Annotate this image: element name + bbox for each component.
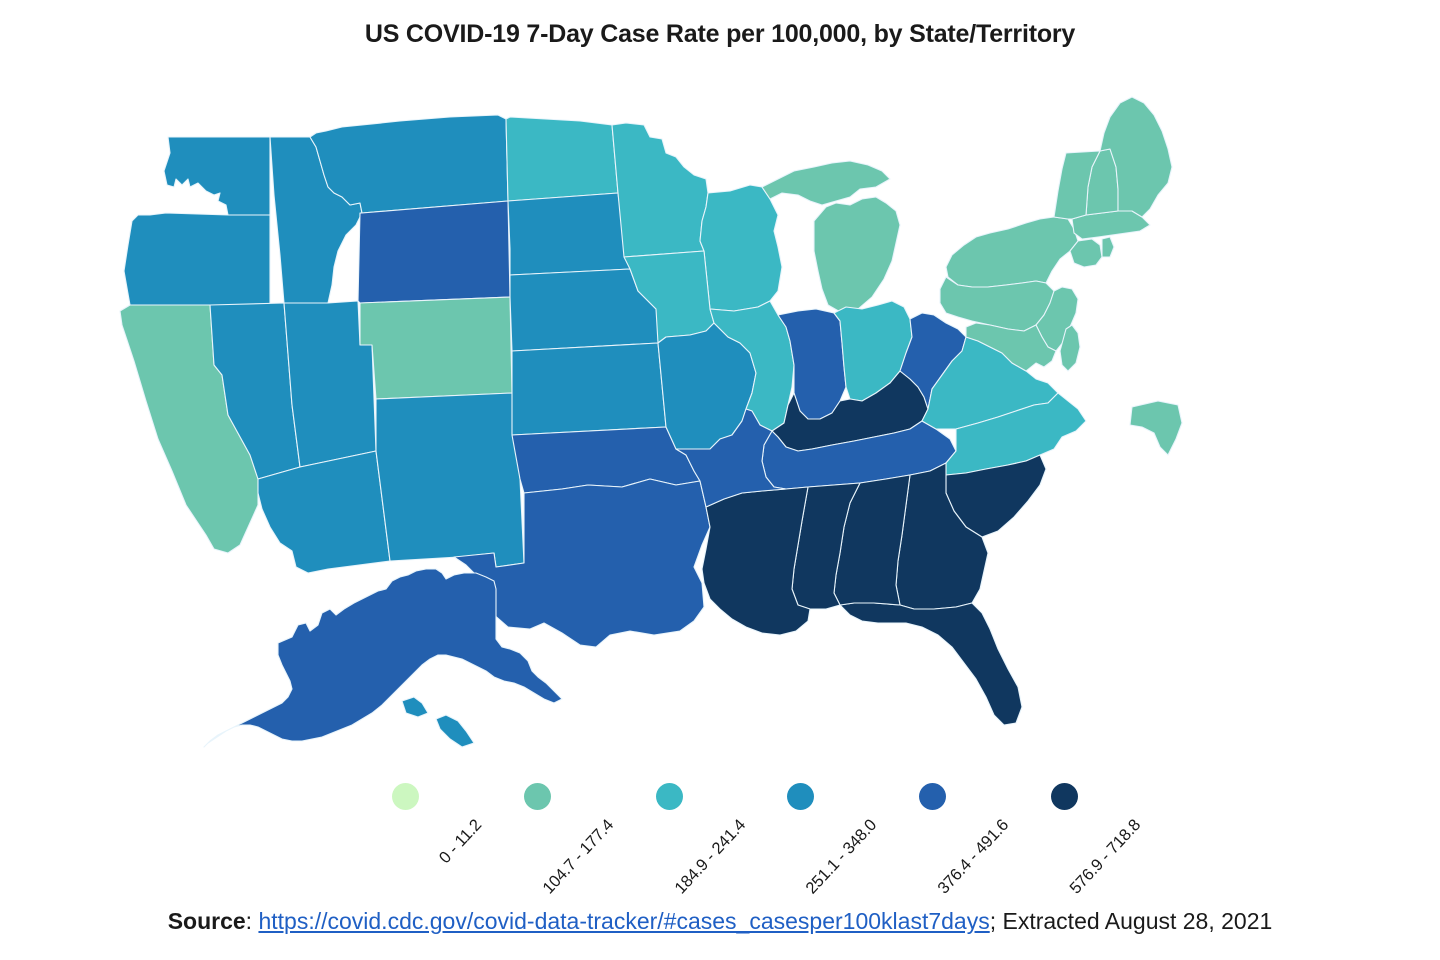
state-LA[interactable] (701, 486, 811, 636)
state-PR[interactable] (1129, 400, 1183, 456)
legend-swatch-3 (787, 783, 814, 810)
source-suffix: ; Extracted August 28, 2021 (989, 908, 1273, 934)
state-SD[interactable] (507, 192, 631, 276)
map-svg (119, 96, 1183, 748)
source-caption: Source: https://covid.cdc.gov/covid-data… (0, 908, 1440, 935)
state-CO[interactable] (359, 296, 513, 400)
state-MI[interactable] (761, 160, 901, 314)
legend: 0 - 11.2 104.7 - 177.4 184.9 - 241.4 251… (0, 770, 1440, 900)
state-AR[interactable] (675, 408, 787, 508)
legend-item-2[interactable]: 184.9 - 241.4 (588, 770, 758, 900)
state-CT[interactable] (1069, 238, 1103, 268)
state-NM[interactable] (375, 392, 525, 568)
us-choropleth-map (110, 75, 1340, 765)
state-RI[interactable] (1101, 236, 1115, 258)
state-MD[interactable] (965, 322, 1057, 372)
legend-swatch-4 (919, 783, 946, 810)
state-MN[interactable] (611, 122, 709, 258)
state-FL[interactable] (839, 602, 1023, 726)
state-VT[interactable] (1053, 150, 1101, 220)
state-AK[interactable] (203, 568, 563, 748)
legend-item-4[interactable]: 376.4 - 491.6 (851, 770, 1021, 900)
page-title: US COVID-19 7-Day Case Rate per 100,000,… (364, 20, 1076, 48)
source-label: Source (167, 908, 246, 934)
legend-swatch-2 (656, 783, 683, 810)
state-WY[interactable] (357, 200, 511, 304)
legend-item-0[interactable]: 0 - 11.2 (324, 770, 494, 900)
source-url-link[interactable]: https://covid.cdc.gov/covid-data-tracker… (258, 908, 990, 934)
state-NY[interactable] (945, 216, 1079, 288)
legend-item-1[interactable]: 104.7 - 177.4 (456, 770, 626, 900)
legend-swatch-5 (1051, 783, 1078, 810)
source-separator: : (245, 908, 259, 934)
state-DE[interactable] (1059, 324, 1081, 372)
state-ME[interactable] (1099, 96, 1173, 218)
state-NJ[interactable] (1035, 286, 1079, 352)
state-WA[interactable] (163, 136, 271, 216)
state-ND[interactable] (505, 116, 619, 202)
state-KS[interactable] (511, 342, 667, 436)
legend-swatch-1 (524, 783, 551, 810)
state-OR[interactable] (123, 212, 271, 306)
legend-item-3[interactable]: 251.1 - 348.0 (719, 770, 889, 900)
state-WI[interactable] (699, 184, 783, 312)
legend-item-5[interactable]: 576.9 - 718.8 (983, 770, 1153, 900)
legend-swatch-0 (392, 783, 419, 810)
